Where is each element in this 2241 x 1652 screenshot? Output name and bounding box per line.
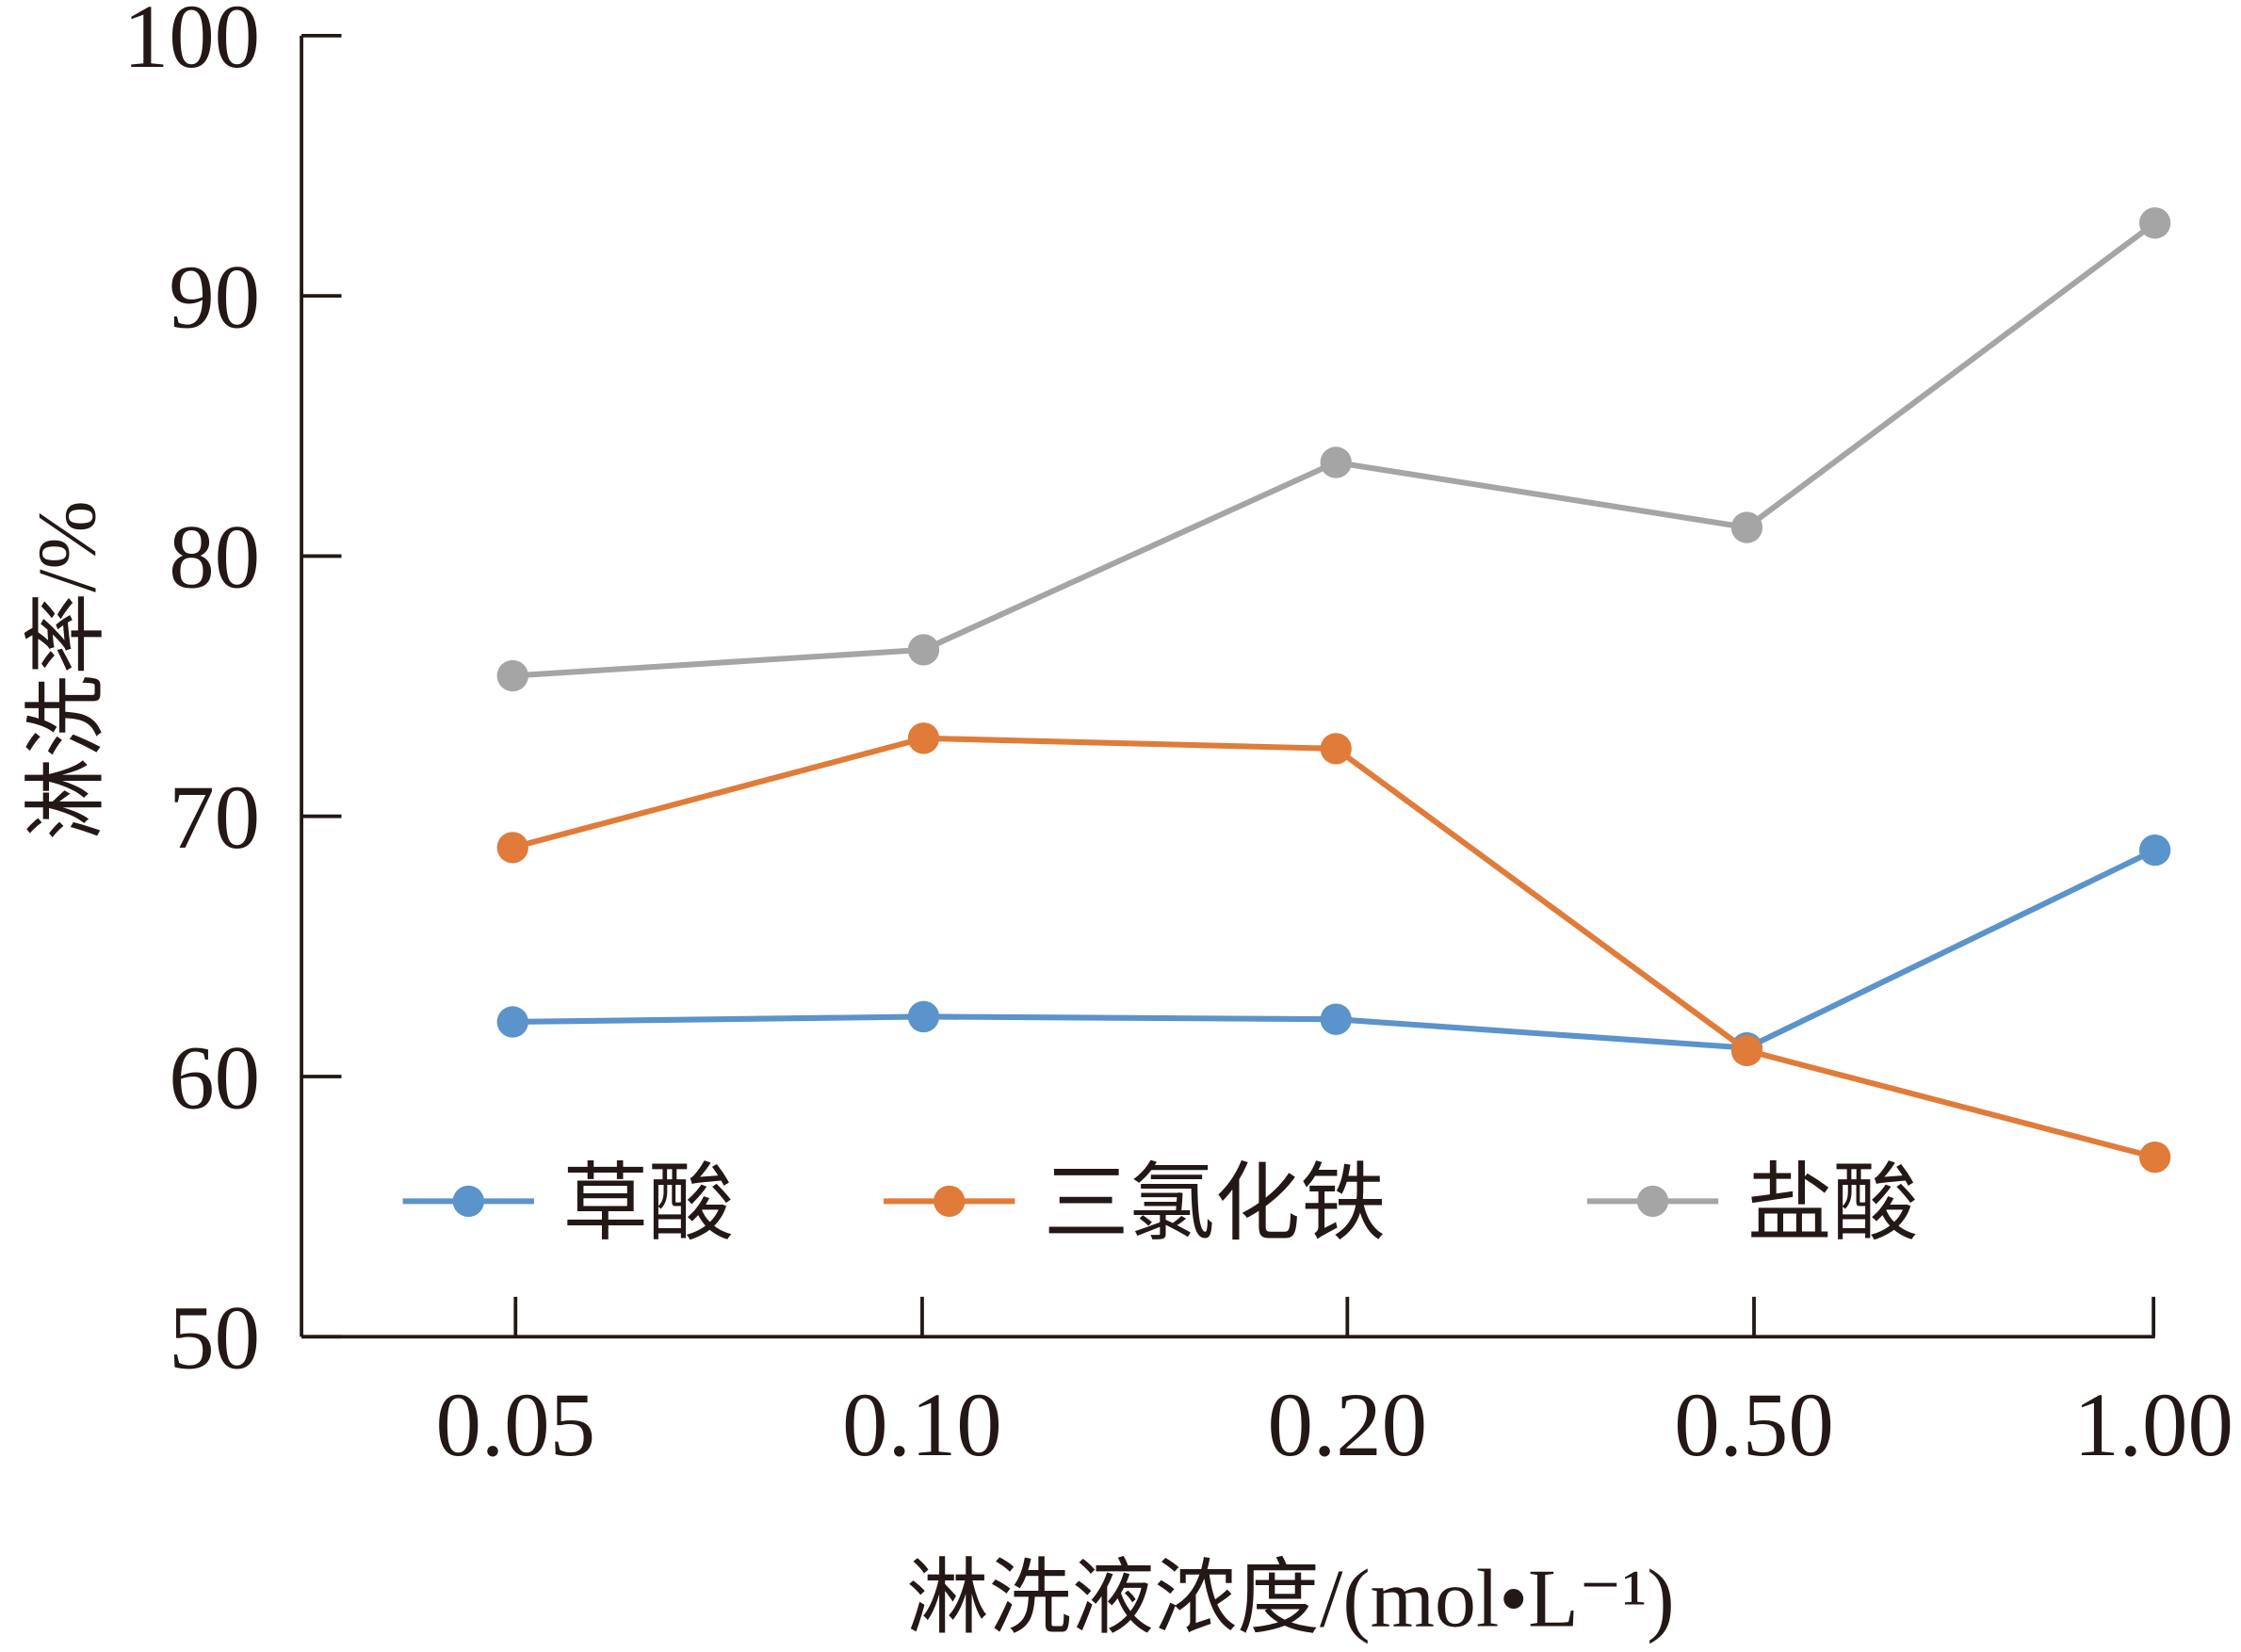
data-point (1730, 511, 1763, 543)
legend-marker (934, 1185, 966, 1218)
axes: 50 60 70 80 90 100 0.05 0.10 0.20 0.50 1.00 (123, 0, 2233, 1475)
x-tick-label: 0.20 (1268, 1374, 1428, 1475)
x-tick-label: 0.10 (842, 1374, 1002, 1475)
y-tick-label: 90 (169, 246, 260, 347)
y-tick-label: 100 (123, 0, 260, 87)
y-tick-label: 70 (169, 767, 260, 867)
x-axis-label: 淋洗液浓度/(mol•L⁻¹) (906, 1554, 1675, 1645)
x-tick-label: 0.05 (435, 1374, 595, 1475)
legend: 草酸 三氯化铁 盐酸 (402, 1157, 1918, 1252)
data-point (496, 1006, 528, 1038)
data-point (907, 634, 940, 666)
series-line (512, 735, 2156, 1160)
x-tick-label: 1.00 (2073, 1374, 2233, 1475)
legend-marker (452, 1185, 484, 1218)
legend-marker (1636, 1185, 1669, 1218)
data-point (1320, 733, 1352, 765)
data-point (907, 1000, 940, 1033)
data-point (496, 832, 528, 864)
x-tick-label: 0.50 (1674, 1374, 1834, 1475)
legend-label: 三氯化铁 (1044, 1157, 1387, 1252)
y-tick-label: 60 (169, 1027, 260, 1127)
data-point (2138, 834, 2171, 866)
series-group (496, 207, 2171, 1174)
data-point (2138, 207, 2171, 239)
legend-label: 草酸 (562, 1157, 734, 1252)
data-point (907, 722, 940, 754)
y-tick-label: 80 (169, 507, 260, 607)
data-point (496, 659, 528, 692)
y-tick-label: 50 (169, 1288, 260, 1388)
legend-label: 盐酸 (1746, 1157, 1918, 1252)
data-point (2138, 1141, 2171, 1174)
data-point (1320, 446, 1352, 478)
data-point (1730, 1034, 1763, 1067)
y-axis-label: 淋洗率/% (22, 500, 113, 840)
data-point (1320, 1003, 1352, 1035)
